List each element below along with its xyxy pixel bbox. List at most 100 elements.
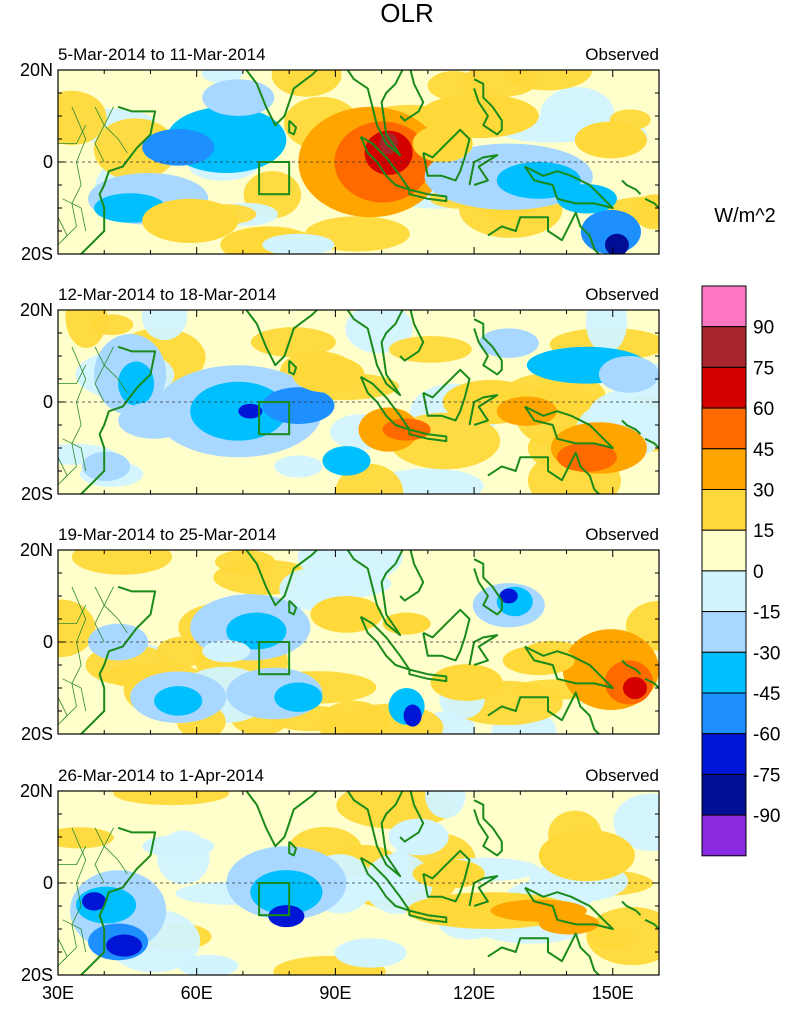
panel-source-label: Observed [585, 285, 659, 304]
x-tick-label: 30E [42, 983, 74, 1003]
colorbar-level-label: -45 [753, 684, 780, 705]
colorbar-level-label: 60 [753, 399, 774, 420]
anomaly-contour [82, 892, 107, 911]
coastline [473, 799, 503, 857]
anomaly-contour [502, 645, 575, 676]
anomaly-patch [318, 700, 390, 734]
anomaly-patch [613, 793, 659, 851]
country-border [58, 846, 87, 865]
country-border [58, 365, 87, 384]
y-tick-label: 20N [20, 781, 53, 801]
colorbar-level-label: 0 [753, 562, 764, 583]
country-border [62, 919, 87, 953]
country-border [94, 346, 128, 394]
colorbar-level-label: -90 [753, 806, 780, 827]
anomaly-contour [142, 835, 215, 858]
coastline [408, 188, 448, 203]
anomaly-contour [202, 640, 251, 663]
coastline [245, 791, 319, 848]
anomaly-contour [322, 446, 371, 476]
country-border [58, 125, 87, 144]
country-border [94, 586, 114, 643]
y-tick-label: 20N [20, 60, 53, 80]
coastline [346, 310, 404, 397]
colorbar: W/m^2 90 75 60 45 30 15 0 -15 -30 -45 -60 -75 -90 [701, 205, 780, 857]
anomaly-contour [274, 455, 323, 478]
country-border [58, 938, 68, 967]
country-border [94, 586, 128, 634]
anomaly-contour [154, 686, 203, 716]
coastline [359, 135, 411, 191]
coastline [399, 310, 425, 362]
anomaly-patch [503, 70, 593, 91]
anomaly-contour [238, 403, 263, 419]
y-tick-label: 20N [20, 300, 53, 320]
anomaly-contour [82, 451, 131, 482]
coastline [399, 70, 425, 122]
anomaly-contour [499, 588, 518, 604]
coastline [245, 310, 319, 367]
anomaly-patch [58, 599, 96, 658]
colorbar-swatch [701, 285, 747, 328]
coastline [346, 550, 404, 637]
coastline [487, 451, 600, 494]
country-border [62, 678, 87, 712]
anomaly-contour [262, 387, 335, 425]
anomaly-contour [496, 396, 557, 426]
coastline [80, 826, 157, 975]
anomaly-contour [622, 676, 647, 700]
colorbar-swatch [701, 570, 747, 613]
anomaly-contour [388, 818, 449, 856]
coastline [408, 428, 448, 443]
coastline [487, 211, 600, 254]
coastline [621, 900, 642, 916]
anomaly-patch [271, 70, 342, 97]
coastline [422, 608, 471, 662]
anomaly-contour [478, 328, 539, 358]
country-border [58, 605, 87, 624]
anomaly-contour [274, 682, 323, 712]
map-panels: 20N 0 20S 5-Mar-2014 to 11-Mar-2014 Observed… [20, 45, 660, 1003]
anomaly-contour [292, 356, 365, 393]
coastline [621, 179, 642, 195]
coastline [359, 375, 411, 431]
coastline [359, 856, 411, 912]
coastline [288, 359, 298, 376]
colorbar-swatch [701, 773, 747, 816]
anomaly-contour [250, 870, 323, 915]
y-tick-label: 20S [21, 484, 53, 504]
anomaly-contour [118, 402, 191, 439]
anomaly-contour [178, 954, 239, 975]
index-region-box [258, 161, 291, 196]
country-border [58, 457, 68, 486]
anomaly-patch [250, 327, 336, 358]
colorbar-level-label: -15 [753, 603, 780, 624]
coastline [399, 791, 425, 843]
map-panel: 20N 0 20S 19-Mar-2014 to 25-Mar-2014 Observe… [20, 525, 660, 744]
country-border [62, 827, 87, 962]
map-panel: 20N 0 20S 26-Mar-2014 to 1-Apr-2014 Observed [20, 766, 660, 985]
country-border [94, 827, 128, 875]
panel-source-label: Observed [585, 766, 659, 785]
panel-period-title: 5-Mar-2014 to 11-Mar-2014 [58, 45, 266, 64]
anomaly-contour [382, 612, 431, 635]
x-tick-label: 90E [319, 983, 351, 1003]
country-border [94, 106, 114, 163]
country-border [62, 198, 87, 232]
colorbar-level-label: -60 [753, 725, 780, 746]
coastline [644, 437, 659, 449]
colorbar-swatch [701, 448, 747, 490]
anomaly-contour [310, 596, 383, 633]
coastline [422, 849, 471, 903]
anomaly-patch [58, 827, 114, 849]
anomaly-contour [262, 233, 335, 254]
panel-source-label: Observed [585, 525, 659, 544]
coastline [524, 405, 614, 449]
anomaly-contour [118, 361, 155, 406]
colorbar-level-label: 30 [753, 481, 774, 502]
coastline [80, 585, 157, 734]
colorbar-level-label: 75 [753, 358, 774, 379]
coastline [422, 128, 471, 182]
colorbar-swatch [701, 407, 747, 450]
figure-title: OLR [380, 0, 433, 28]
